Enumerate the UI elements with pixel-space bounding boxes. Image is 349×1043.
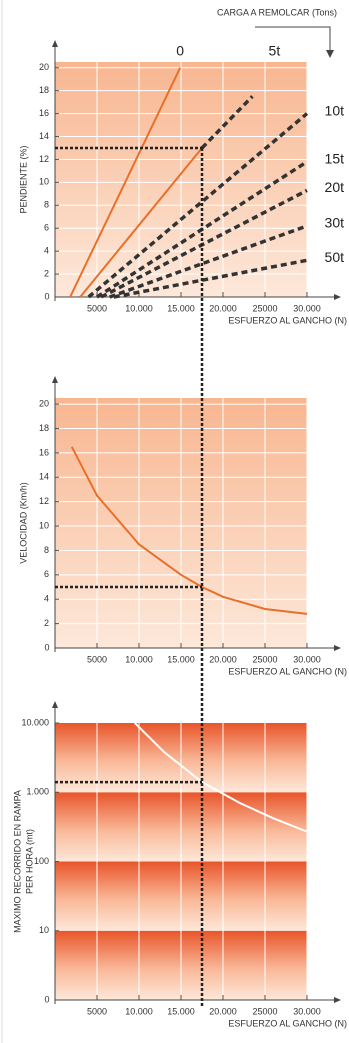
y-tick-label: 18 — [39, 423, 49, 433]
series-line — [79, 147, 203, 298]
series-label: 15t — [325, 150, 345, 166]
y-tick-label: 10 — [39, 925, 49, 935]
y-tick-label: 20 — [39, 62, 49, 72]
series-label: 50t — [325, 249, 345, 265]
y-tick-label: 100 — [34, 856, 49, 866]
y-axis-label: MAXIMO RECORRIDO EN RAMPA — [12, 790, 22, 933]
x-tick-label: 15.000 — [167, 654, 195, 664]
x-tick-label: 15.000 — [167, 1006, 195, 1016]
header: CARGA A REMOLCAR (Tons) — [217, 7, 337, 17]
y-tick-label: 20 — [39, 398, 49, 408]
x-axis-label: ESFUERZO AL GANCHO (N) — [228, 666, 347, 676]
x-tick-label: 20.000 — [209, 303, 237, 313]
x-axis-arrow — [334, 294, 341, 300]
x-tick-label: 0 — [44, 994, 49, 1004]
y-tick-label: 6 — [44, 569, 49, 579]
x-tick-label: 25000 — [252, 654, 277, 664]
series-line-extension — [87, 112, 309, 299]
y-tick-label: 12 — [39, 154, 49, 164]
series-label: 20t — [325, 179, 345, 195]
x-axis-label: ESFUERZO AL GANCHO (N) — [228, 1018, 347, 1028]
series-label: 30t — [325, 215, 345, 231]
series-line — [69, 67, 182, 298]
y-tick-label: 8 — [44, 200, 49, 210]
x-tick-label: 30.000 — [293, 654, 321, 664]
x-tick-label: 10.000 — [125, 1006, 153, 1016]
y-tick-label: 10.000 — [21, 717, 49, 727]
header-arrow — [255, 26, 331, 52]
y-tick-label: 12 — [39, 496, 49, 506]
series-label: 10t — [325, 102, 345, 118]
y-axis-arrow — [52, 40, 58, 47]
y-axis-label: PENDIENTE (%) — [18, 145, 28, 213]
series-line-extension — [100, 188, 308, 299]
series-label: 5t — [269, 43, 281, 59]
series-label: 0 — [176, 43, 184, 59]
y-tick-label: 4 — [44, 246, 49, 256]
x-tick-label: 15.000 — [167, 303, 195, 313]
y-axis-arrow — [52, 376, 58, 383]
x-tick-label: 5000 — [87, 303, 107, 313]
x-tick-label: 5000 — [87, 1006, 107, 1016]
y-axis-label: VELOCIDAD (Km/h) — [18, 482, 28, 564]
series-line-extension — [113, 258, 308, 299]
y-tick-label: 2 — [44, 618, 49, 628]
y-tick-label: 14 — [39, 472, 49, 482]
y-tick-label: 16 — [39, 108, 49, 118]
y-tick-label: 6 — [44, 223, 49, 233]
x-axis-arrow — [334, 645, 341, 651]
y-tick-label: 14 — [39, 131, 49, 141]
y-tick-label: 2 — [44, 268, 49, 278]
x-tick-label: 0 — [44, 642, 49, 652]
series-line-extension — [200, 95, 254, 150]
x-tick-label: 0 — [44, 291, 49, 301]
x-tick-label: 10.000 — [125, 303, 153, 313]
y-tick-label: 18 — [39, 85, 49, 95]
x-axis-arrow — [334, 997, 341, 1003]
x-tick-label: 25000 — [252, 303, 277, 313]
y-axis-arrow — [52, 701, 58, 708]
y-tick-label: 4 — [44, 594, 49, 604]
x-tick-label: 25000 — [252, 1006, 277, 1016]
series-line-extension — [109, 224, 308, 299]
series-line — [70, 446, 308, 615]
x-tick-label: 20.000 — [209, 654, 237, 664]
y-tick-label: 10 — [39, 520, 49, 530]
y-tick-label: 8 — [44, 545, 49, 555]
x-axis-label: ESFUERZO AL GANCHO (N) — [228, 315, 347, 325]
y-tick-label: 16 — [39, 447, 49, 457]
header-arrowhead — [326, 50, 334, 58]
x-tick-label: 30.000 — [293, 303, 321, 313]
x-tick-label: 30.000 — [293, 1006, 321, 1016]
y-tick-label: 10 — [39, 177, 49, 187]
x-tick-label: 20.000 — [209, 1006, 237, 1016]
y-axis-label: PER HORA (mt) — [24, 829, 34, 894]
series-line — [134, 722, 308, 833]
x-tick-label: 10.000 — [125, 654, 153, 664]
y-tick-label: 1.000 — [26, 787, 49, 797]
x-tick-label: 5000 — [87, 654, 107, 664]
